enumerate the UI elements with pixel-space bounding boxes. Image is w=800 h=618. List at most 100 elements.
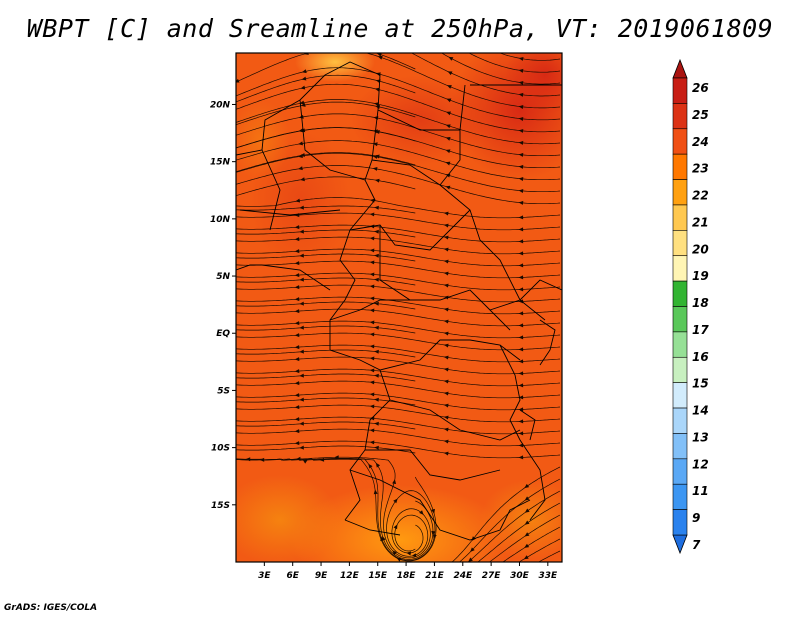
streamline-arrow [373,489,378,495]
streamline-arrow [518,92,524,97]
streamline-arrow [518,263,524,268]
colorbar-swatch [672,483,688,510]
streamline [236,113,561,157]
streamline-arrow [372,166,378,171]
streamline-arrow [374,178,380,183]
streamline-arrow [392,479,397,484]
streamline-arrow [518,311,524,316]
streamline-arrow [468,557,473,562]
streamline-arrow [445,149,451,154]
streamline-arrow [299,325,304,330]
streamline-arrow [299,373,304,378]
streamline-arrow [432,534,437,540]
streamline-arrow [393,498,398,504]
streamline-arrow [524,520,530,525]
streamline-arrow [374,349,379,354]
streamline-arrow [374,205,379,210]
streamline-arrow [299,445,304,450]
streamline-arrow [518,200,524,205]
lat-label: 10N [210,215,231,225]
streamline [440,53,561,85]
streamline-arrow [446,111,451,116]
streamline-arrow [518,335,524,340]
streamline-arrow [443,367,449,372]
streamline [236,152,561,193]
colorbar-level-label: 16 [692,350,709,364]
streamline [236,392,561,411]
lon-label: 9E [315,571,328,581]
streamline [374,53,416,70]
streamline-arrow [518,431,524,436]
streamline-arrow [518,56,524,61]
streamline-arrow [470,547,475,552]
streamline-arrow [299,421,304,426]
streamline [236,404,561,423]
streamline-arrow [448,56,454,61]
streamline-arrow [374,397,379,402]
streamline-arrow [443,439,449,444]
streamline [236,253,416,262]
colorbar-level-label: 13 [692,430,709,444]
streamline-arrow [300,152,305,157]
streamline-arrow [443,403,449,408]
streamline [236,176,416,196]
streamline [451,466,561,562]
streamline-arrow [518,287,524,292]
streamline [236,445,416,454]
streamline-arrow [443,223,449,228]
streamline-arrow [518,227,524,232]
streamline-arrow [299,349,304,354]
streamline-arrow [294,273,300,278]
streamline-arrow [374,301,379,306]
streamline-arrow [369,284,375,289]
streamline-arrow [294,393,300,398]
streamline-arrow [374,277,379,282]
streamline-arrow [518,164,524,169]
streamline-arrow [518,152,524,157]
streamline-arrow [294,345,300,350]
streamline-arrow [375,105,381,109]
streamline [236,320,561,339]
streamline-arrow [369,272,375,277]
colorbar: 26 25 24 23 22 21 20 19 18 17 16 15 14 13 12 11 9 7 [672,58,709,555]
streamline [236,197,561,219]
streamline-arrow [299,253,304,258]
streamline-arrow [298,141,303,146]
map-title: WBPT [C] and Sreamline at 250hPa, VT: 20… [26,14,774,43]
streamline-arrow [431,530,436,536]
streamline [236,165,561,205]
streamline [236,456,431,559]
streamline-arrow [445,185,451,190]
streamline-arrow [523,555,529,560]
streamline [236,101,416,126]
colorbar-level-label: 23 [692,162,709,176]
streamline [236,260,561,279]
streamline-arrow [369,236,375,241]
colorbar-level-label: 26 [692,81,709,95]
streamline-arrow [369,248,375,253]
streamline [236,421,416,430]
streamline-arrow [368,463,373,469]
streamline-arrow [518,128,524,133]
streamline-arrow [303,53,309,55]
streamline [236,440,561,459]
colorbar-swatch [672,179,688,206]
streamline-arrow [369,404,375,409]
colorbar-min-triangle [672,534,688,555]
colorbar-level-label: 18 [692,296,709,310]
streamline-arrow [445,136,451,141]
streamlines [236,53,561,562]
streamline-arrow [299,205,304,210]
colorbar-level-label: 25 [692,108,709,122]
streamline-arrow [294,249,300,254]
lon-label: 33E [538,571,558,581]
streamline-arrow [443,319,449,324]
lon-label: 24E [453,571,473,581]
streamline [236,224,561,243]
streamline-arrow [236,78,240,83]
streamline-arrow [443,211,449,216]
streamline-arrow [443,427,449,432]
streamline-arrow [369,428,375,433]
streamline-arrow [518,177,524,181]
streamline [236,236,561,255]
